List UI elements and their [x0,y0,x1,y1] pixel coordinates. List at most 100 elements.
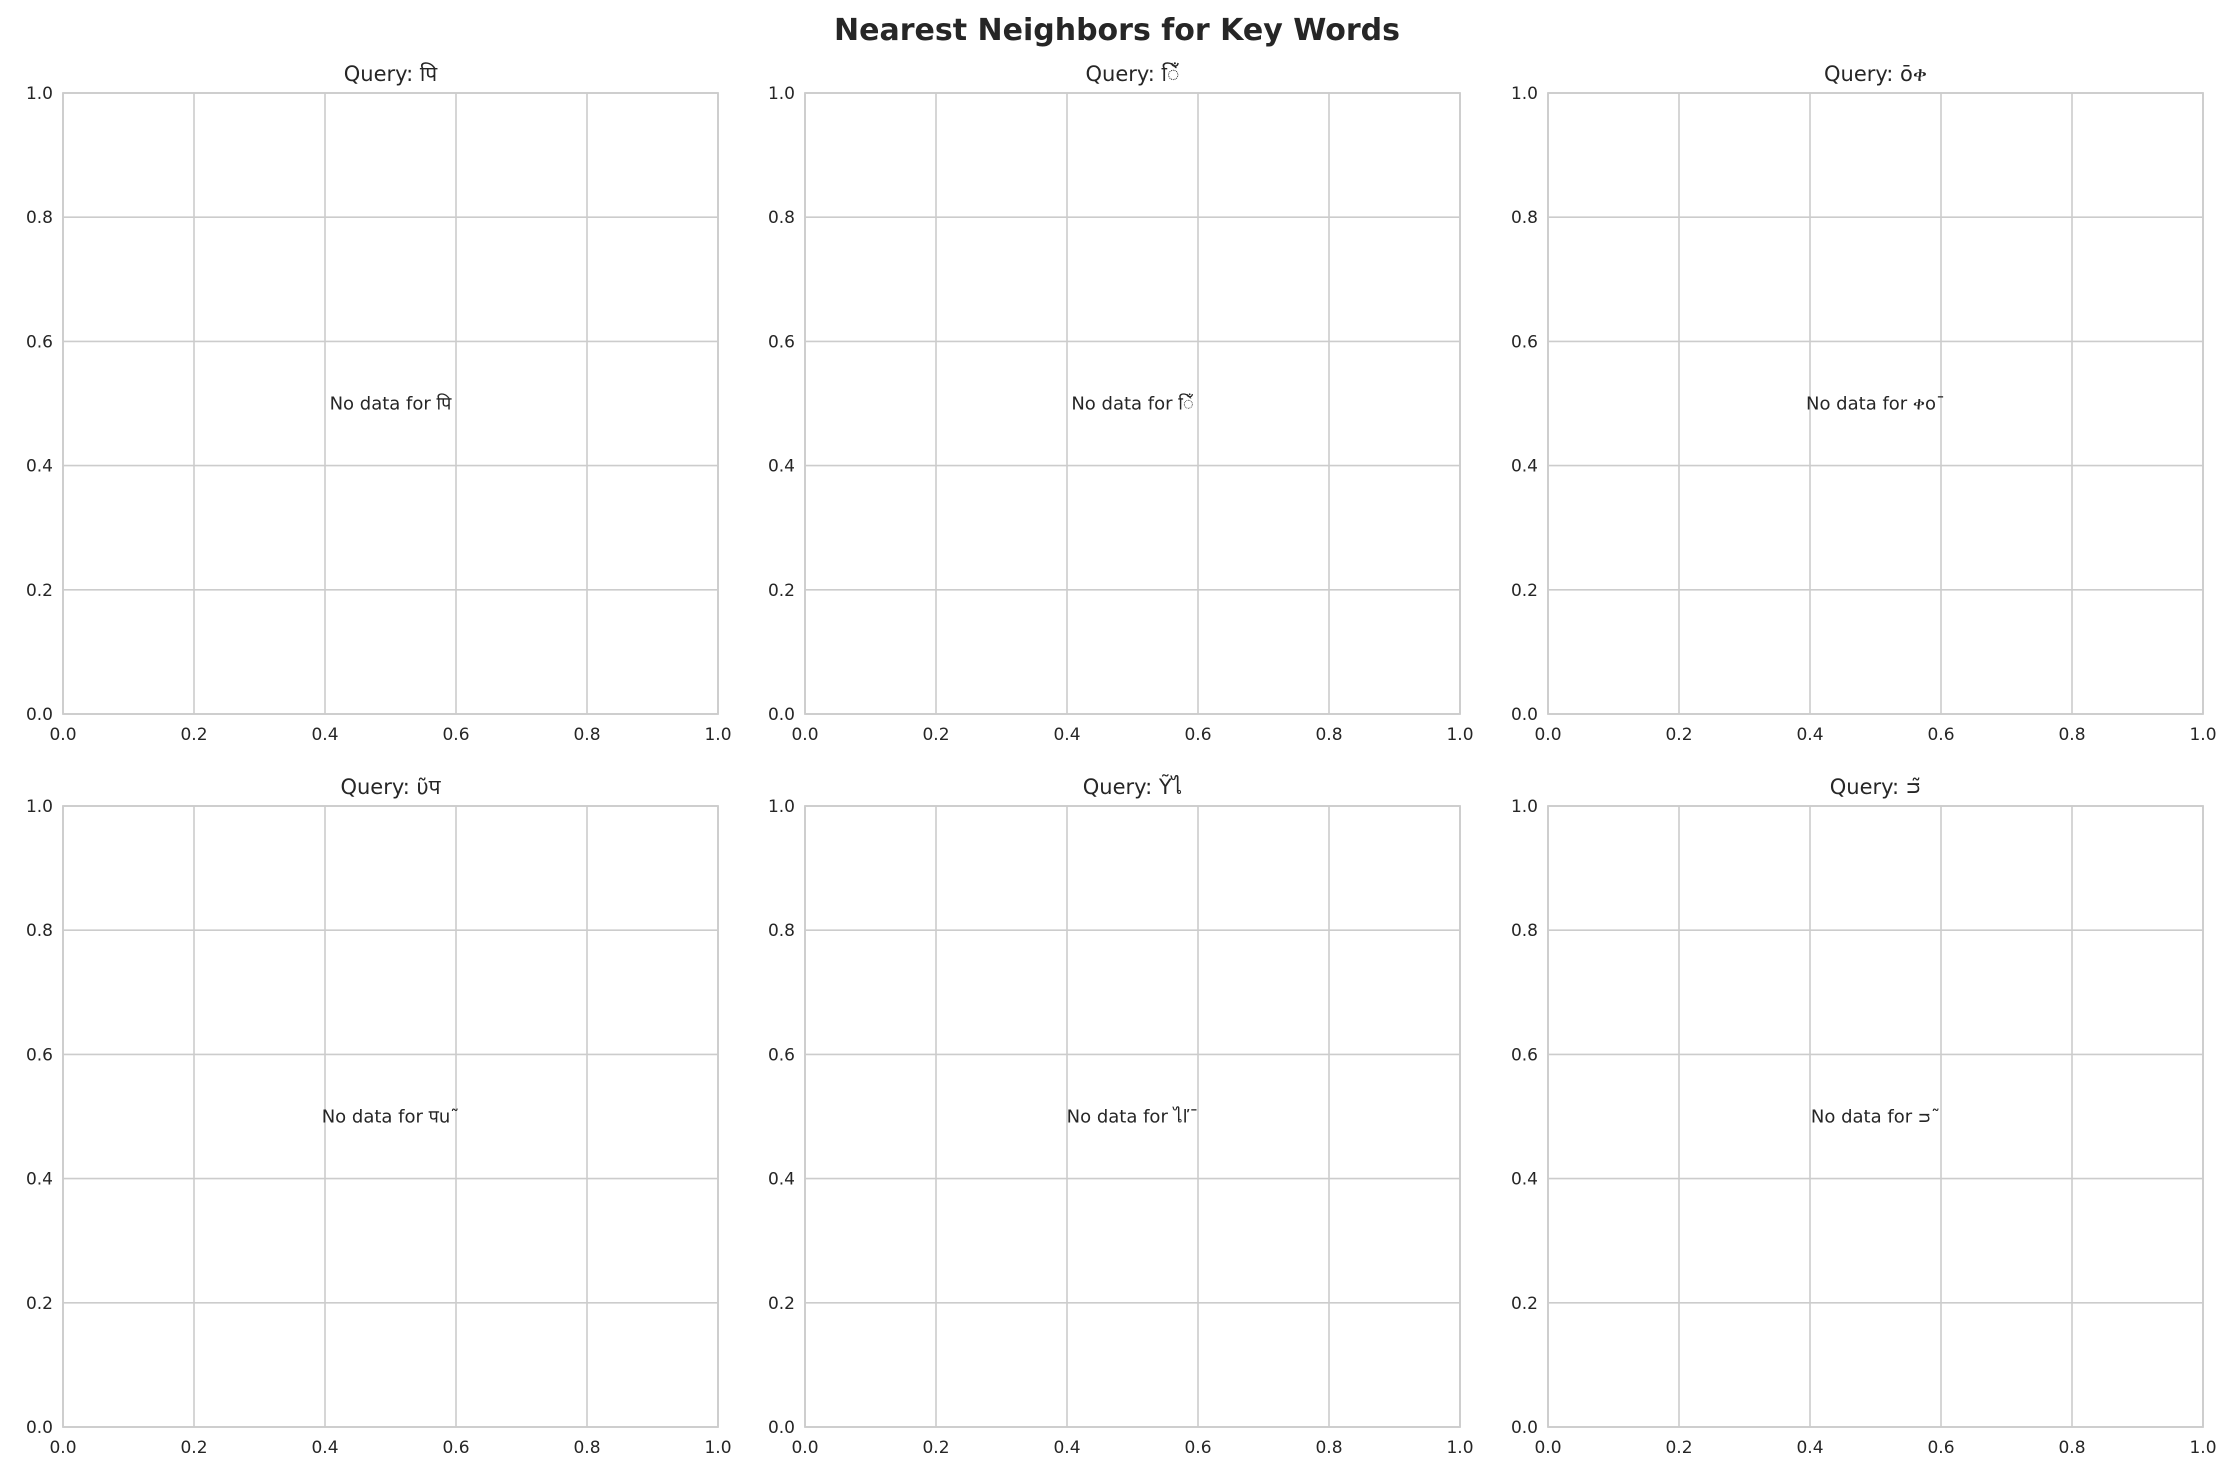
y-tick-label: 0.0 [1511,1418,1538,1438]
x-tick-label: 1.0 [704,1438,731,1458]
x-tick-label: 0.0 [791,725,818,745]
plot-area [1548,93,2203,714]
x-tick-label: 0.0 [791,1438,818,1458]
axes-frame [1547,92,2204,715]
subplot-title: Query: ῦप [340,775,441,799]
x-tick-label: 0.6 [442,725,469,745]
axes-frame [804,805,1461,1428]
y-tick-label: 0.0 [26,705,53,725]
y-tick-label: 0.8 [26,208,53,228]
x-tick-label: 0.8 [2058,725,2085,745]
subplot-5: 0.0 0.2 0.4 0.6 0.8 1.0 0.0 0.2 0.4 0.6 0.8 1.0 Quer… [768,773,1474,1458]
x-tick-label: 0.4 [1796,1438,1823,1458]
x-tick-label: 0.2 [180,725,207,745]
y-tick-label: 0.4 [26,1170,53,1190]
y-tick-label: 0.4 [1511,457,1538,477]
subplot-4: 0.0 0.2 0.4 0.6 0.8 1.0 0.0 0.2 0.4 0.6 0.8 1.0 Quer… [26,775,732,1458]
x-tick-label: 0.4 [311,1438,338,1458]
axes-frame [62,92,719,715]
y-tick-label: 0.6 [26,332,53,352]
x-tick-label: 0.8 [1315,725,1342,745]
x-tick-label: 0.4 [1053,1438,1080,1458]
x-tick-label: 1.0 [1446,725,1473,745]
subplot-title: Query: पि [344,62,438,86]
plot-area [805,93,1460,714]
subplot-title: Query: Ỹไ [1083,773,1182,799]
x-tick-label: 1.0 [2189,725,2216,745]
plot-area [63,93,718,714]
y-tick-label: 0.4 [26,457,53,477]
y-tick-label: 0.8 [768,921,795,941]
x-tick-label: 0.6 [1927,725,1954,745]
x-tick-label: 0.8 [573,1438,600,1458]
figure-title: Nearest Neighbors for Key Words [834,13,1400,48]
y-tick-label: 0.6 [768,1045,795,1065]
y-tick-label: 0.4 [768,457,795,477]
no-data-message: No data for ᴝ˜ [1811,1107,1940,1128]
y-tick-label: 1.0 [26,797,53,817]
x-tick-label: 0.0 [1534,725,1561,745]
axes-frame [804,92,1461,715]
x-tick-label: 1.0 [2189,1438,2216,1458]
plot-area [1548,806,2203,1427]
y-tick-label: 0.8 [1511,208,1538,228]
x-tick-label: 0.8 [573,725,600,745]
y-tick-label: 0.2 [768,1294,795,1314]
x-tick-label: 0.6 [442,1438,469,1458]
y-tick-label: 0.6 [26,1045,53,1065]
subplot-title: Query: ōቀ [1824,62,1927,86]
y-tick-label: 0.2 [768,581,795,601]
no-data-message: No data for पि [330,393,453,415]
x-tick-label: 0.6 [1184,725,1211,745]
x-tick-label: 0.0 [1534,1438,1561,1458]
axes-frame [62,805,719,1428]
x-tick-label: 0.2 [1665,725,1692,745]
y-tick-label: 0.6 [768,332,795,352]
no-data-message: No data for ไľ¯ [1067,1106,1199,1128]
no-data-message: No data for िँ [1071,393,1193,415]
y-tick-label: 0.4 [768,1170,795,1190]
x-tick-label: 0.2 [922,1438,949,1458]
x-tick-label: 0.6 [1184,1438,1211,1458]
y-tick-label: 1.0 [768,84,795,104]
x-tick-label: 1.0 [1446,1438,1473,1458]
no-data-message: No data for ቀo¯ [1806,394,1945,415]
x-tick-label: 0.4 [311,725,338,745]
x-tick-label: 1.0 [704,725,731,745]
y-tick-label: 0.0 [768,705,795,725]
subplot-2: 0.0 0.2 0.4 0.6 0.8 1.0 0.0 0.2 0.4 0.6 0.8 1.0 Quer… [768,62,1474,745]
y-tick-label: 0.8 [26,921,53,941]
y-tick-label: 0.4 [1511,1170,1538,1190]
y-tick-label: 0.8 [768,208,795,228]
y-tick-label: 0.8 [1511,921,1538,941]
x-tick-label: 0.8 [1315,1438,1342,1458]
x-tick-label: 0.6 [1927,1438,1954,1458]
y-tick-label: 0.0 [26,1418,53,1438]
subplot-6: 0.0 0.2 0.4 0.6 0.8 1.0 0.0 0.2 0.4 0.6 0.8 1.0 Quer… [1511,775,2217,1458]
x-tick-label: 0.2 [180,1438,207,1458]
y-tick-label: 1.0 [26,84,53,104]
x-tick-label: 0.4 [1053,725,1080,745]
y-tick-label: 1.0 [1511,797,1538,817]
subplot-title: Query: िँ [1086,62,1180,86]
plot-area [63,806,718,1427]
y-tick-label: 0.2 [1511,1294,1538,1314]
no-data-message: No data for पu˜ [322,1107,460,1128]
y-tick-label: 0.0 [1511,705,1538,725]
subplot-title: Query: ᴝ̃ [1830,775,1922,799]
plot-area [805,806,1460,1427]
y-tick-label: 0.0 [768,1418,795,1438]
y-tick-label: 0.2 [26,581,53,601]
y-tick-label: 0.6 [1511,1045,1538,1065]
subplot-3: 0.0 0.2 0.4 0.6 0.8 1.0 0.0 0.2 0.4 0.6 0.8 1.0 Quer… [1511,62,2217,745]
y-tick-label: 1.0 [1511,84,1538,104]
y-tick-label: 0.2 [26,1294,53,1314]
x-tick-label: 0.4 [1796,725,1823,745]
x-tick-label: 0.2 [922,725,949,745]
y-tick-label: 0.6 [1511,332,1538,352]
axes-frame [1547,805,2204,1428]
x-tick-label: 0.8 [2058,1438,2085,1458]
x-tick-label: 0.0 [49,725,76,745]
y-tick-label: 0.2 [1511,581,1538,601]
